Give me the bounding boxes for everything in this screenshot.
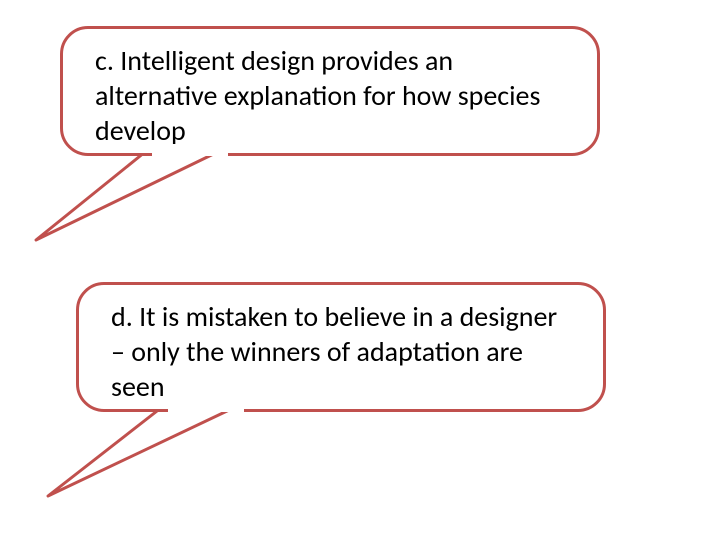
speech-bubble-c: c. Intelligent design provides an altern… bbox=[60, 26, 600, 156]
speech-bubble-d: d. It is mistaken to believe in a design… bbox=[76, 282, 606, 412]
tail-mask-c bbox=[152, 144, 228, 156]
tail-shape-d bbox=[48, 402, 246, 496]
tail-shape-c bbox=[36, 146, 230, 240]
bubble-text-d: d. It is mistaken to believe in a design… bbox=[111, 299, 575, 404]
tail-mask-d bbox=[168, 400, 244, 412]
bubble-text-c: c. Intelligent design provides an altern… bbox=[95, 43, 569, 148]
